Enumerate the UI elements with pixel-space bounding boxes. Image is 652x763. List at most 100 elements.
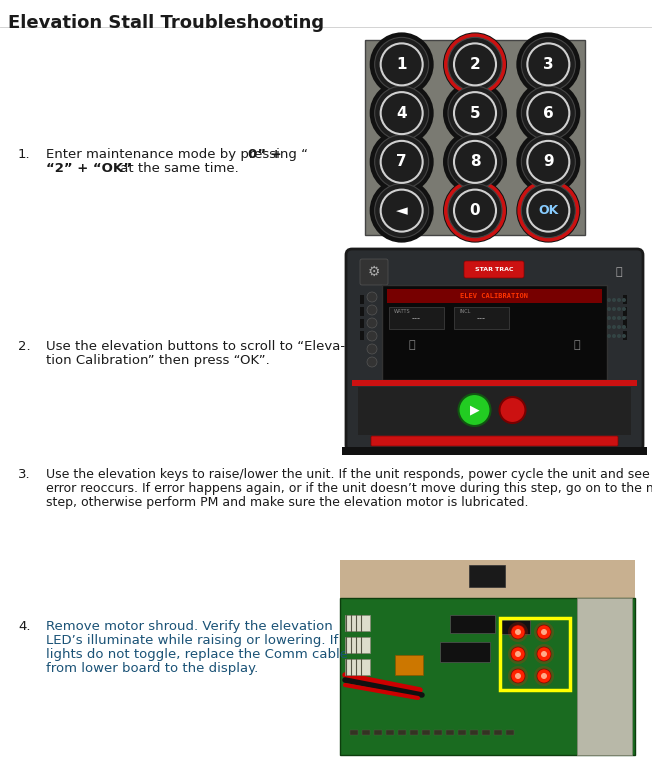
Bar xyxy=(358,387,631,435)
Circle shape xyxy=(541,651,547,657)
Bar xyxy=(506,730,514,735)
Bar xyxy=(446,730,454,735)
Circle shape xyxy=(622,334,626,338)
Text: error reoccurs. If error happens again, or if the unit doesn’t move during this : error reoccurs. If error happens again, … xyxy=(46,482,652,495)
Text: from lower board to the display.: from lower board to the display. xyxy=(46,662,258,675)
Text: 3.: 3. xyxy=(18,468,31,481)
Text: 2.: 2. xyxy=(18,340,31,353)
Bar xyxy=(494,730,502,735)
Circle shape xyxy=(522,86,575,140)
Bar xyxy=(395,655,423,675)
Circle shape xyxy=(612,298,616,302)
Circle shape xyxy=(444,179,506,242)
Circle shape xyxy=(612,334,616,338)
Text: 1.: 1. xyxy=(18,148,31,161)
Circle shape xyxy=(511,669,525,683)
Circle shape xyxy=(516,130,580,194)
Text: ⛹: ⛹ xyxy=(574,340,580,350)
Circle shape xyxy=(367,305,377,315)
Bar xyxy=(345,615,370,631)
Bar xyxy=(470,730,478,735)
Circle shape xyxy=(617,298,621,302)
Circle shape xyxy=(367,318,377,328)
FancyBboxPatch shape xyxy=(371,436,618,446)
Text: Use the elevation buttons to scroll to “Eleva-: Use the elevation buttons to scroll to “… xyxy=(46,340,345,353)
Text: 0” +: 0” + xyxy=(248,148,282,161)
Circle shape xyxy=(517,179,580,242)
Bar xyxy=(577,598,632,755)
Circle shape xyxy=(541,673,547,679)
Circle shape xyxy=(375,37,428,92)
Circle shape xyxy=(522,135,575,189)
Circle shape xyxy=(622,298,626,302)
Text: 4: 4 xyxy=(396,105,407,121)
Bar xyxy=(469,565,505,587)
Bar xyxy=(347,250,642,450)
Text: 5: 5 xyxy=(469,105,481,121)
Circle shape xyxy=(508,622,528,642)
Circle shape xyxy=(541,629,547,635)
Circle shape xyxy=(367,357,377,367)
Bar xyxy=(623,319,627,328)
Circle shape xyxy=(522,184,575,237)
Bar xyxy=(360,307,364,316)
Text: ---: --- xyxy=(411,314,421,324)
Bar xyxy=(352,380,637,386)
Circle shape xyxy=(534,644,554,664)
Circle shape xyxy=(444,34,506,95)
Bar xyxy=(360,295,364,304)
Text: ▶: ▶ xyxy=(469,404,479,417)
Circle shape xyxy=(622,307,626,311)
Text: Remove motor shroud. Verify the elevation: Remove motor shroud. Verify the elevatio… xyxy=(46,620,333,633)
Bar xyxy=(345,637,370,653)
Circle shape xyxy=(367,292,377,302)
Text: 7: 7 xyxy=(396,154,407,169)
Circle shape xyxy=(511,625,525,639)
Text: 8: 8 xyxy=(469,154,481,169)
Circle shape xyxy=(508,666,528,686)
Circle shape xyxy=(516,179,580,243)
Circle shape xyxy=(370,81,434,145)
Bar xyxy=(360,319,364,328)
Text: INCL: INCL xyxy=(459,309,470,314)
Bar xyxy=(342,447,647,455)
Circle shape xyxy=(515,651,521,657)
Circle shape xyxy=(534,622,554,642)
Circle shape xyxy=(370,32,434,96)
Text: at the same time.: at the same time. xyxy=(116,162,239,175)
Circle shape xyxy=(612,307,616,311)
Text: ⓘ: ⓘ xyxy=(615,267,622,277)
Circle shape xyxy=(370,130,434,194)
Circle shape xyxy=(499,397,526,423)
Circle shape xyxy=(617,307,621,311)
Circle shape xyxy=(511,647,525,661)
Text: ⚙: ⚙ xyxy=(368,265,380,279)
Circle shape xyxy=(617,325,621,329)
Bar xyxy=(410,730,418,735)
Bar xyxy=(500,620,530,634)
Text: 3: 3 xyxy=(543,57,554,72)
Bar xyxy=(362,730,370,735)
Text: ---: --- xyxy=(477,314,486,324)
Circle shape xyxy=(515,629,521,635)
FancyBboxPatch shape xyxy=(464,261,524,278)
Circle shape xyxy=(458,394,490,426)
Bar xyxy=(434,730,442,735)
Text: 4.: 4. xyxy=(18,620,31,633)
Text: ELEV CALIBRATION: ELEV CALIBRATION xyxy=(460,293,529,299)
Text: 9: 9 xyxy=(543,154,554,169)
Bar xyxy=(623,331,627,340)
Circle shape xyxy=(516,32,580,96)
Circle shape xyxy=(607,325,611,329)
Bar xyxy=(623,295,627,304)
Text: 0: 0 xyxy=(469,203,481,218)
Circle shape xyxy=(516,81,580,145)
Circle shape xyxy=(607,316,611,320)
Circle shape xyxy=(375,135,428,189)
Bar xyxy=(623,307,627,316)
Circle shape xyxy=(622,316,626,320)
Bar xyxy=(360,331,364,340)
Circle shape xyxy=(612,325,616,329)
Bar xyxy=(340,560,635,598)
Circle shape xyxy=(607,334,611,338)
